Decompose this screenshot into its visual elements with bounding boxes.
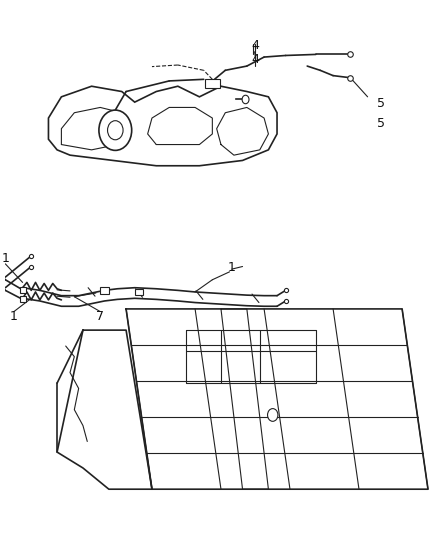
Circle shape xyxy=(99,110,132,150)
Text: 1: 1 xyxy=(1,252,9,265)
Circle shape xyxy=(268,409,278,421)
Text: 7: 7 xyxy=(96,310,104,324)
Text: 1: 1 xyxy=(10,310,18,323)
Circle shape xyxy=(242,95,249,104)
FancyBboxPatch shape xyxy=(100,287,109,294)
FancyBboxPatch shape xyxy=(205,79,220,88)
PathPatch shape xyxy=(49,86,277,166)
Circle shape xyxy=(108,120,123,140)
Text: 4: 4 xyxy=(251,53,259,66)
Text: 4: 4 xyxy=(251,39,259,52)
Text: 1: 1 xyxy=(228,261,236,274)
FancyBboxPatch shape xyxy=(135,289,143,295)
Text: 5: 5 xyxy=(377,96,385,110)
Text: 5: 5 xyxy=(377,117,385,130)
